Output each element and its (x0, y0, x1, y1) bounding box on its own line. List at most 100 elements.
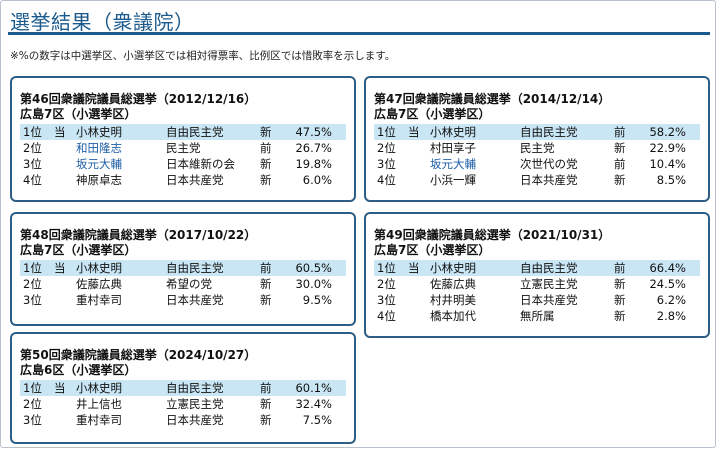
elected-mark (54, 292, 76, 308)
election-card-50: 第50回衆議院議員総選挙（2024/10/27） 広島6区（小選挙区） 1位当小… (10, 332, 356, 444)
status-cell: 新 (260, 125, 272, 139)
status-cell: 新 (260, 277, 272, 291)
party-cell: 日本共産党 (166, 293, 224, 307)
candidate-name: 小林史明 (430, 125, 476, 139)
result-row: 2位 和田隆志 民主党 前 26.7% (20, 140, 346, 156)
rank-cell: 2位 (377, 141, 396, 155)
result-row: 3位 坂元大輔 次世代の党 前 10.4% (374, 156, 700, 172)
winner-row: 1位当小林史明 自由民主党 前 60.5% (20, 260, 346, 276)
candidate-link[interactable]: 坂元大輔 (430, 157, 476, 171)
result-row: 3位 村井明美 日本共産党 新 6.2% (374, 292, 700, 308)
candidate-link[interactable]: 坂元大輔 (76, 157, 122, 171)
status-cell: 前 (614, 157, 626, 171)
elected-mark (54, 172, 76, 188)
rank-cell: 1位 (377, 261, 396, 275)
district-label: 広島6区（小選挙区） (20, 363, 137, 377)
status-cell: 新 (260, 293, 272, 307)
candidate-name: 小林史明 (76, 125, 122, 139)
results-table: 1位当小林史明 自由民主党前 58.2% 2位 村田享子 民主党新 22.9% 3位 坂元大輔次… (374, 124, 700, 188)
candidate-name: 佐藤広典 (76, 277, 122, 291)
candidate-name: 小林史明 (76, 261, 122, 275)
vote-share-cell: 24.5% (649, 277, 686, 291)
status-cell: 前 (260, 141, 272, 155)
results-table: 1位当小林史明 自由民主党前 60.5% 2位 佐藤広典 希望の党新 30.0% 3位 重村幸司… (20, 260, 346, 308)
elected-mark: 当 (408, 125, 420, 139)
rank-cell: 2位 (377, 277, 396, 291)
candidate-name: 井上信也 (76, 397, 122, 411)
status-cell: 新 (614, 173, 626, 187)
vote-share-cell: 32.4% (295, 397, 332, 411)
winner-row: 1位当小林史明 自由民主党 新 47.5% (20, 124, 346, 140)
status-cell: 前 (614, 261, 626, 275)
rank-cell: 1位 (23, 261, 42, 275)
rank-cell: 1位 (377, 125, 396, 139)
vote-share-cell: 6.2% (656, 293, 686, 307)
status-cell: 新 (614, 277, 626, 291)
vote-share-cell: 2.8% (656, 309, 686, 323)
candidate-name: 神原卓志 (76, 173, 122, 187)
page-title: 選挙結果（衆議院） (10, 10, 195, 34)
rank-cell: 2位 (23, 397, 42, 411)
candidate-name: 村田享子 (430, 141, 476, 155)
vote-share-cell: 8.5% (656, 173, 686, 187)
title-rule (8, 32, 710, 35)
rank-cell: 3位 (23, 157, 42, 171)
party-cell: 自由民主党 (166, 261, 224, 275)
candidate-name: 橋本加代 (430, 309, 476, 323)
rank-cell: 3位 (23, 413, 42, 427)
candidate-link[interactable]: 和田隆志 (76, 141, 122, 155)
elected-mark (408, 140, 430, 156)
status-cell: 新 (260, 173, 272, 187)
rank-cell: 4位 (377, 309, 396, 323)
elected-mark (54, 276, 76, 292)
rank-cell: 3位 (377, 157, 396, 171)
rank-cell: 3位 (23, 293, 42, 307)
rank-cell: 3位 (377, 293, 396, 307)
result-row: 3位 坂元大輔 日本維新の会 新 19.8% (20, 156, 346, 172)
status-cell: 新 (260, 157, 272, 171)
vote-share-cell: 6.0% (302, 173, 332, 187)
elected-mark (54, 140, 76, 156)
status-cell: 新 (614, 141, 626, 155)
vote-share-cell: 7.5% (302, 413, 332, 427)
status-cell: 新 (260, 413, 272, 427)
result-row: 3位 重村幸司 日本共産党 新 9.5% (20, 292, 346, 308)
vote-share-cell: 9.5% (302, 293, 332, 307)
result-row: 2位 村田享子 民主党 新 22.9% (374, 140, 700, 156)
rank-cell: 1位 (23, 125, 42, 139)
election-card-46: 第46回衆議院議員総選挙（2012/12/16） 広島7区（小選挙区） 1位当小… (10, 76, 356, 202)
elected-mark: 当 (54, 381, 66, 395)
election-card-47: 第47回衆議院議員総選挙（2014/12/14） 広島7区（小選挙区） 1位当小… (364, 76, 710, 202)
party-cell: 日本共産党 (166, 173, 224, 187)
party-cell: 立憲民主党 (166, 397, 224, 411)
candidate-name: 重村幸司 (76, 293, 122, 307)
rank-cell: 1位 (23, 381, 42, 395)
party-cell: 日本維新の会 (166, 157, 235, 171)
election-heading: 第48回衆議院議員総選挙（2017/10/22） (20, 228, 257, 242)
status-cell: 前 (260, 261, 272, 275)
result-row: 2位 井上信也 立憲民主党 新 32.4% (20, 396, 346, 412)
elected-mark (408, 292, 430, 308)
elected-mark (408, 308, 430, 324)
result-row: 4位 小浜一輝 日本共産党 新 8.5% (374, 172, 700, 188)
election-card-49: 第49回衆議院議員総選挙（2021/10/31） 広島7区（小選挙区） 1位当小… (364, 212, 710, 338)
vote-share-cell: 26.7% (295, 141, 332, 155)
election-heading: 第47回衆議院議員総選挙（2014/12/14） (374, 92, 611, 106)
result-row: 2位 佐藤広典 立憲民主党 新 24.5% (374, 276, 700, 292)
status-cell: 新 (614, 293, 626, 307)
rank-cell: 4位 (23, 173, 42, 187)
district-label: 広島7区（小選挙区） (20, 107, 137, 121)
winner-row: 1位当小林史明 自由民主党 前 60.1% (20, 380, 346, 396)
vote-share-cell: 30.0% (295, 277, 332, 291)
candidate-name: 佐藤広典 (430, 277, 476, 291)
results-table: 1位当小林史明 自由民主党前 66.4% 2位 佐藤広典 立憲民主党新 24.5% 3位 村井明… (374, 260, 700, 324)
elected-mark (408, 172, 430, 188)
result-row: 2位 佐藤広典 希望の党 新 30.0% (20, 276, 346, 292)
elected-mark (408, 156, 430, 172)
candidate-name: 小林史明 (76, 381, 122, 395)
elected-mark (54, 412, 76, 428)
party-cell: 無所属 (520, 309, 555, 323)
party-cell: 民主党 (520, 141, 555, 155)
party-cell: 希望の党 (166, 277, 212, 291)
